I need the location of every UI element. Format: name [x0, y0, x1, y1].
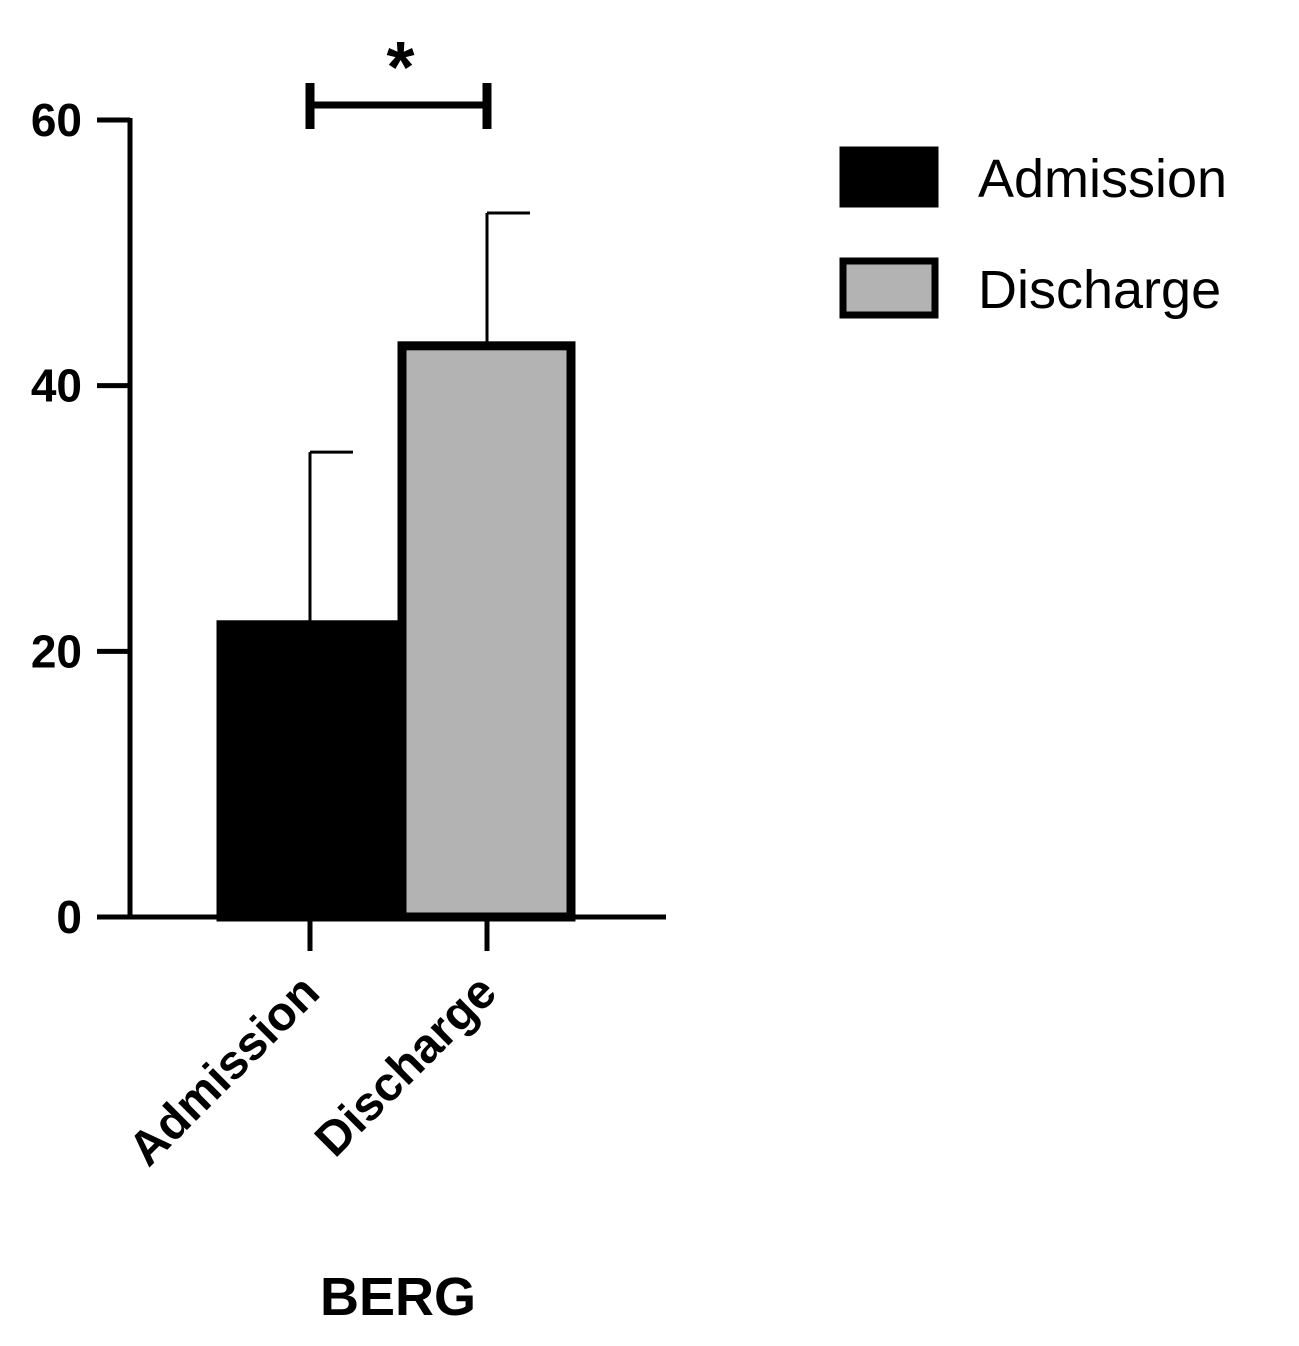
y-tick-label: 0 [56, 891, 82, 943]
significance-label: * [386, 28, 414, 108]
legend-swatch [839, 146, 939, 208]
legend-swatch [839, 257, 939, 319]
bar-admission [216, 620, 410, 922]
bar-discharge [397, 341, 576, 922]
error-bars [308, 211, 530, 625]
legend: Admission Discharge [839, 146, 1227, 320]
x-tick-label: Admission [119, 965, 330, 1176]
legend-label: Discharge [978, 260, 1221, 320]
significance-bracket: * [305, 28, 492, 129]
y-tick-label: 40 [31, 360, 82, 412]
y-tick-label: 20 [31, 625, 82, 677]
x-tick-label: Discharge [305, 965, 507, 1167]
x-axis-title: BERG [320, 1267, 476, 1327]
bars [216, 341, 576, 922]
y-tick-label: 60 [31, 94, 82, 146]
legend-label: Admission [978, 149, 1227, 209]
axes: 0 20 40 60 [31, 94, 666, 951]
